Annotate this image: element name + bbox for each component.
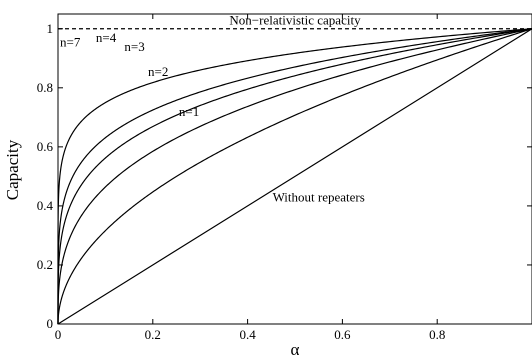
series-label-n-3: n=3 (124, 39, 144, 54)
x-axis-label: α (291, 340, 300, 358)
y-tick-label: 1 (47, 21, 54, 36)
axis-ticks (57, 14, 532, 325)
x-tick-label: 0 (55, 327, 62, 342)
x-tick-label: 0.6 (334, 327, 351, 342)
tick-labels: 0 0.2 0.4 0.6 0.8 0 0.2 0.4 0.6 0.8 1 (37, 21, 446, 342)
series-label-n-7: n=7 (60, 34, 81, 49)
axes-box (57, 13, 532, 325)
series-line-without-repeaters (57, 28, 532, 325)
y-tick-label: 0 (47, 316, 54, 331)
y-tick-label: 0.8 (37, 80, 53, 95)
series-line-n-2 (57, 28, 532, 324)
series-label-without-repeaters: Without repeaters (273, 189, 365, 204)
series-annotations: Non−relativistic capacity n=7 n=4 n=3 n=2 n=1… (60, 12, 365, 204)
x-tick-label: 0.4 (239, 327, 256, 342)
series-lines (57, 28, 532, 325)
y-axis-label: Capacity (3, 139, 22, 200)
plot-frame (57, 13, 532, 325)
series-line-n-3 (57, 28, 532, 324)
series-line-n-1 (57, 28, 532, 324)
series-line-n-4 (57, 28, 532, 324)
series-label-n-2: n=2 (148, 64, 168, 79)
series-label-n-1: n=1 (179, 104, 199, 119)
x-tick-label: 0.8 (429, 327, 445, 342)
series-label-n-4: n=4 (96, 30, 117, 45)
y-tick-label: 0.2 (37, 257, 53, 272)
series-label-non-relativistic-capacity: Non−relativistic capacity (229, 12, 361, 27)
y-tick-label: 0.4 (37, 198, 54, 213)
series-line-n-7 (57, 28, 532, 324)
y-tick-label: 0.6 (37, 139, 54, 154)
x-tick-label: 0.2 (145, 327, 161, 342)
